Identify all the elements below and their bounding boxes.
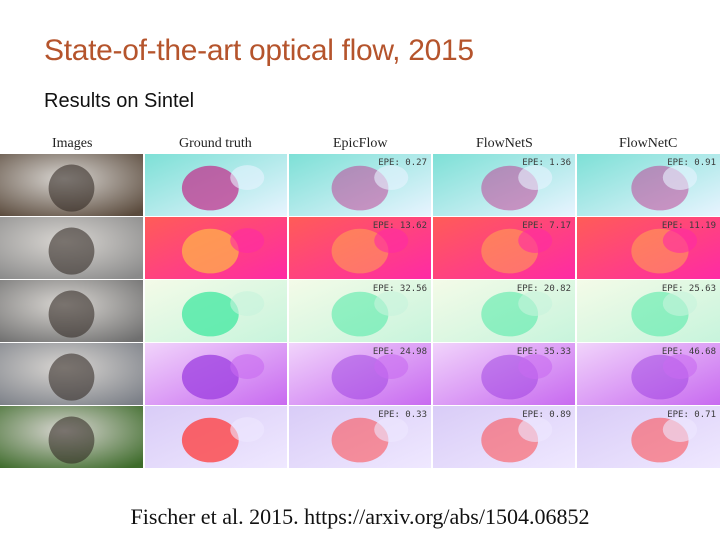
- citation: Fischer et al. 2015. https://arxiv.org/a…: [130, 504, 590, 529]
- row-1-flownets-tile: EPE: 1.36: [433, 154, 575, 216]
- row-1-flownetc-epe-label: EPE: 0.91: [667, 158, 716, 168]
- row-5-input-image-tile: [0, 406, 143, 468]
- row-3-ground-truth-tile: [145, 280, 287, 342]
- column-header-ground-truth: Ground truth: [179, 136, 252, 151]
- row-3-epicflow-epe-label: EPE: 32.56: [373, 284, 427, 294]
- row-1-flownetc-tile: EPE: 0.91: [577, 154, 720, 216]
- row-3-epicflow-tile: EPE: 32.56: [289, 280, 431, 342]
- row-5-flownetc-epe-label: EPE: 0.71: [667, 410, 716, 420]
- row-3-input-image-tile: [0, 280, 143, 342]
- row-2-flownets-tile: EPE: 7.17: [433, 217, 575, 279]
- row-5-epicflow-tile: EPE: 0.33: [289, 406, 431, 468]
- row-5-flownetc-tile: EPE: 0.71: [577, 406, 720, 468]
- row-4-epicflow-tile: EPE: 24.98: [289, 343, 431, 405]
- column-header-epicflow: EpicFlow: [333, 136, 388, 151]
- row-2-epicflow-tile: EPE: 13.62: [289, 217, 431, 279]
- slide-title: State-of-the-art optical flow, 2015: [44, 34, 474, 67]
- row-4-input-image-tile: [0, 343, 143, 405]
- row-3-flownets-epe-label: EPE: 20.82: [517, 284, 571, 294]
- column-header-flownetc: FlowNetC: [619, 136, 678, 151]
- row-3-flownetc-epe-label: EPE: 25.63: [662, 284, 716, 294]
- row-2-ground-truth-tile: [145, 217, 287, 279]
- row-4-flownets-epe-label: EPE: 35.33: [517, 347, 571, 357]
- column-header-images: Images: [52, 136, 93, 151]
- row-1-ground-truth-tile: [145, 154, 287, 216]
- row-1-input-image-tile: [0, 154, 143, 216]
- row-5-flownets-tile: EPE: 0.89: [433, 406, 575, 468]
- flow-results-grid: EPE: 0.27 EPE: 1.36 EPE: 0.91 EPE: 13.62 EPE…: [0, 154, 720, 468]
- row-4-flownetc-epe-label: EPE: 46.68: [662, 347, 716, 357]
- row-1-epicflow-epe-label: EPE: 0.27: [378, 158, 427, 168]
- row-4-flownets-tile: EPE: 35.33: [433, 343, 575, 405]
- row-2-flownetc-epe-label: EPE: 11.19: [662, 221, 716, 231]
- row-5-ground-truth-tile: [145, 406, 287, 468]
- row-3-flownetc-tile: EPE: 25.63: [577, 280, 720, 342]
- row-1-epicflow-tile: EPE: 0.27: [289, 154, 431, 216]
- slide-subtitle: Results on Sintel: [44, 90, 195, 112]
- row-5-flownets-epe-label: EPE: 0.89: [522, 410, 571, 420]
- row-1-flownets-epe-label: EPE: 1.36: [522, 158, 571, 168]
- row-2-flownetc-tile: EPE: 11.19: [577, 217, 720, 279]
- row-2-flownets-epe-label: EPE: 7.17: [522, 221, 571, 231]
- row-5-epicflow-epe-label: EPE: 0.33: [378, 410, 427, 420]
- column-header-flownets: FlowNetS: [476, 136, 533, 151]
- row-3-flownets-tile: EPE: 20.82: [433, 280, 575, 342]
- row-2-input-image-tile: [0, 217, 143, 279]
- row-4-flownetc-tile: EPE: 46.68: [577, 343, 720, 405]
- row-4-ground-truth-tile: [145, 343, 287, 405]
- row-2-epicflow-epe-label: EPE: 13.62: [373, 221, 427, 231]
- results-figure: Images Ground truth EpicFlow FlowNetS Fl…: [0, 136, 720, 468]
- row-4-epicflow-epe-label: EPE: 24.98: [373, 347, 427, 357]
